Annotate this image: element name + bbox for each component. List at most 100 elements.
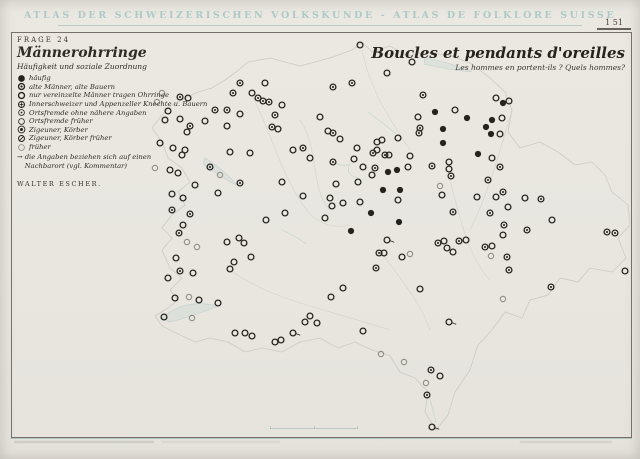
map-marker bbox=[498, 114, 506, 122]
map-marker bbox=[499, 295, 507, 303]
map-marker bbox=[240, 239, 248, 247]
map-marker bbox=[195, 296, 203, 304]
map-marker bbox=[443, 244, 451, 252]
map-marker bbox=[176, 115, 184, 123]
map-marker bbox=[153, 98, 161, 106]
legend-symbol-icon bbox=[17, 125, 26, 134]
map-marker bbox=[201, 117, 209, 125]
map-marker bbox=[241, 329, 249, 337]
map-marker bbox=[445, 165, 453, 173]
map-marker bbox=[271, 338, 279, 346]
footer-rule bbox=[10, 438, 632, 439]
map-marker bbox=[404, 163, 412, 171]
map-marker bbox=[353, 144, 361, 152]
map-marker bbox=[488, 154, 496, 162]
map-marker bbox=[394, 134, 402, 142]
map-subtitle-german: Häufigkeit und soziale Zuordnung bbox=[17, 62, 147, 71]
map-marker bbox=[447, 172, 455, 180]
map-marker bbox=[350, 155, 358, 163]
map-marker bbox=[445, 318, 457, 326]
map-marker bbox=[179, 194, 187, 202]
map-marker bbox=[175, 229, 183, 237]
map-marker bbox=[185, 293, 193, 301]
legend-item: alte Männer, alte Bauern bbox=[17, 83, 175, 92]
legend-symbol-icon bbox=[17, 100, 26, 109]
map-marker bbox=[328, 202, 336, 210]
map-marker bbox=[521, 194, 529, 202]
map-marker bbox=[449, 248, 457, 256]
map-marker bbox=[172, 254, 180, 262]
map-marker bbox=[393, 166, 401, 174]
map-marker bbox=[436, 182, 444, 190]
map-marker bbox=[438, 191, 446, 199]
map-marker bbox=[271, 111, 279, 119]
map-marker bbox=[183, 238, 191, 246]
map-marker bbox=[414, 113, 422, 121]
map-marker bbox=[229, 89, 237, 97]
map-marker bbox=[248, 332, 256, 340]
map-marker bbox=[179, 221, 187, 229]
map-marker bbox=[369, 149, 377, 157]
map-marker bbox=[377, 350, 385, 358]
map-marker bbox=[281, 209, 289, 217]
map-marker bbox=[261, 79, 269, 87]
legend-item: Ortsfremde ohne nähere Angaben bbox=[17, 108, 175, 117]
map-marker bbox=[492, 193, 500, 201]
map-marker bbox=[278, 101, 286, 109]
map-marker bbox=[445, 158, 453, 166]
question-number: FRAGE 24 bbox=[17, 36, 71, 44]
map-marker bbox=[503, 253, 511, 261]
map-marker bbox=[395, 218, 403, 226]
map-title-french: Boucles et pendants d'oreilles bbox=[371, 44, 625, 62]
map-marker bbox=[223, 122, 231, 130]
map-marker bbox=[505, 266, 513, 274]
map-marker bbox=[379, 186, 387, 194]
map-marker bbox=[359, 327, 367, 335]
map-marker bbox=[415, 129, 423, 137]
map-marker bbox=[189, 269, 197, 277]
map-marker bbox=[384, 168, 392, 176]
map-marker bbox=[329, 158, 337, 166]
map-marker bbox=[151, 164, 159, 172]
map-marker bbox=[484, 176, 492, 184]
map-marker bbox=[211, 106, 219, 114]
map-marker bbox=[246, 149, 254, 157]
legend-item: Ortsfremde früher bbox=[17, 117, 175, 126]
map-marker bbox=[419, 91, 427, 99]
map-marker bbox=[289, 329, 301, 337]
arrow-icon: → bbox=[17, 153, 23, 162]
map-marker bbox=[488, 242, 496, 250]
map-marker bbox=[188, 314, 196, 322]
map-title-german: Männerohrringe bbox=[17, 45, 147, 61]
map-frame bbox=[11, 32, 632, 438]
map-marker bbox=[236, 79, 244, 87]
map-marker bbox=[434, 239, 442, 247]
map-marker bbox=[380, 249, 388, 257]
map-marker bbox=[169, 144, 177, 152]
map-marker bbox=[537, 195, 545, 203]
map-marker bbox=[268, 123, 276, 131]
map-marker bbox=[336, 135, 344, 143]
map-marker bbox=[168, 190, 176, 198]
map-marker bbox=[423, 391, 431, 399]
map-marker bbox=[548, 216, 556, 224]
map-marker bbox=[186, 122, 194, 130]
map-marker bbox=[371, 164, 379, 172]
map-marker bbox=[160, 313, 168, 321]
map-marker bbox=[183, 128, 191, 136]
map-marker bbox=[398, 253, 406, 261]
map-marker bbox=[473, 193, 481, 201]
map-marker bbox=[439, 125, 447, 133]
author-name: WALTER ESCHER. bbox=[17, 180, 102, 188]
map-marker bbox=[416, 124, 424, 132]
map-marker bbox=[306, 154, 314, 162]
switzerland-map bbox=[151, 41, 630, 431]
map-marker bbox=[347, 227, 355, 235]
map-marker bbox=[274, 125, 282, 133]
map-marker bbox=[463, 114, 471, 122]
legend-item-label: Ortsfremde früher bbox=[29, 117, 93, 126]
map-marker bbox=[181, 146, 189, 154]
map-marker bbox=[247, 253, 255, 261]
map-marker bbox=[339, 199, 347, 207]
map-marker bbox=[164, 107, 172, 115]
